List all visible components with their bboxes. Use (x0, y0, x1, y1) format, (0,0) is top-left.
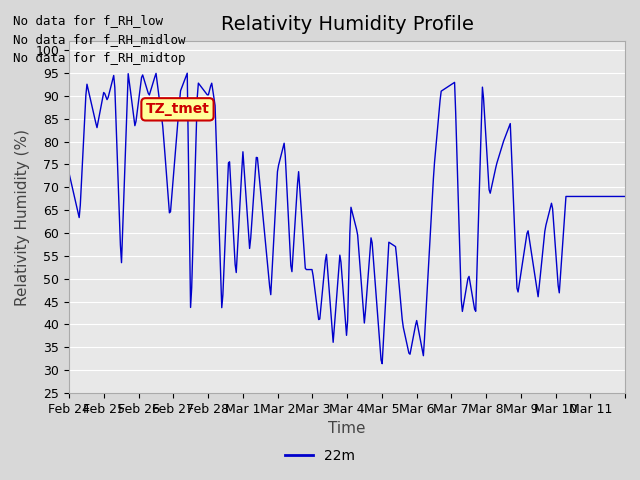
Text: TZ_tmet: TZ_tmet (145, 102, 209, 116)
Legend: 22m: 22m (280, 443, 360, 468)
X-axis label: Time: Time (328, 421, 366, 436)
Y-axis label: Relativity Humidity (%): Relativity Humidity (%) (15, 129, 30, 305)
Text: No data for f_RH_midlow: No data for f_RH_midlow (13, 33, 186, 46)
Title: Relativity Humidity Profile: Relativity Humidity Profile (221, 15, 474, 34)
Text: No data for f_RH_midtop: No data for f_RH_midtop (13, 52, 186, 65)
Text: No data for f_RH_low: No data for f_RH_low (13, 14, 163, 27)
